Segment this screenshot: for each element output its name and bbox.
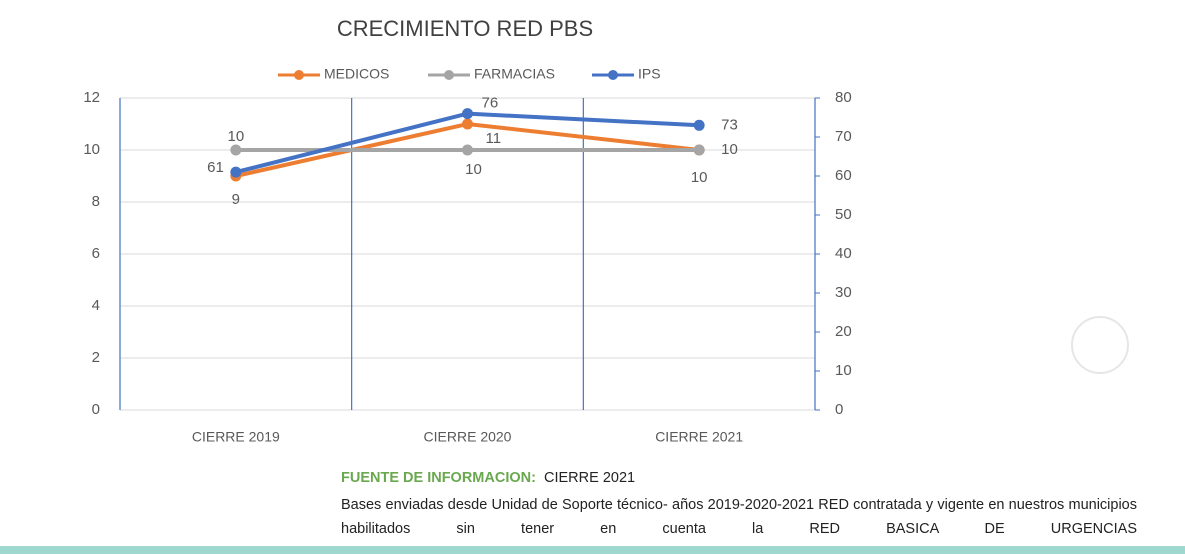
y-tick-label: 8: [92, 193, 100, 210]
data-label: 11: [486, 130, 502, 147]
point: [230, 166, 242, 178]
y2-tick-label: 20: [835, 323, 852, 340]
data-label: 10: [465, 161, 482, 178]
data-label: 61: [207, 159, 224, 176]
x-tick-label: CIERRE 2020: [424, 429, 512, 445]
data-label: 10: [721, 141, 738, 158]
y-tick-label: 2: [92, 349, 100, 366]
legend-label: IPS: [638, 66, 661, 82]
y-tick-label: 4: [92, 297, 100, 314]
x-tick-label: CIERRE 2021: [655, 429, 743, 445]
x-tick-label: CIERRE 2019: [192, 429, 280, 445]
source-label: FUENTE DE INFORMACION:: [341, 470, 536, 486]
y2-tick-label: 60: [835, 167, 852, 184]
legend-marker: [294, 70, 304, 80]
decor-bar: [0, 546, 1185, 554]
y2-tick-label: 70: [835, 128, 852, 145]
legend-marker: [444, 70, 454, 80]
data-label: 10: [227, 128, 244, 145]
data-label: 9: [232, 191, 240, 208]
point: [462, 108, 473, 120]
point: [230, 144, 242, 156]
chart-title: CRECIMIENTO RED PBS: [337, 16, 593, 41]
legend-label: FARMACIAS: [474, 66, 555, 82]
y-tick-label: 0: [92, 401, 100, 418]
legend-label: MEDICOS: [324, 66, 389, 82]
point: [462, 118, 473, 130]
y-tick-label: 10: [83, 141, 100, 158]
point: [693, 119, 705, 131]
y-tick-label: 6: [92, 245, 100, 262]
y2-tick-label: 10: [835, 362, 852, 379]
data-label: 10: [691, 169, 708, 186]
y2-tick-label: 0: [835, 401, 843, 418]
y2-tick-label: 50: [835, 206, 852, 223]
y-tick-label: 12: [83, 89, 100, 106]
decor-circle: [1071, 316, 1129, 374]
source-value: CIERRE 2021: [544, 470, 636, 486]
data-label: 76: [482, 95, 499, 112]
legend-marker: [608, 70, 618, 80]
point: [693, 144, 705, 156]
y2-tick-label: 40: [835, 245, 852, 262]
data-label: 73: [721, 116, 738, 133]
y2-tick-label: 80: [835, 89, 852, 106]
source: FUENTE DE INFORMACION: CIERRE 2021: [341, 470, 635, 486]
y2-tick-label: 30: [835, 284, 852, 301]
point: [462, 144, 473, 156]
source-note: Bases enviadas desde Unidad de Soporte t…: [341, 497, 1137, 537]
